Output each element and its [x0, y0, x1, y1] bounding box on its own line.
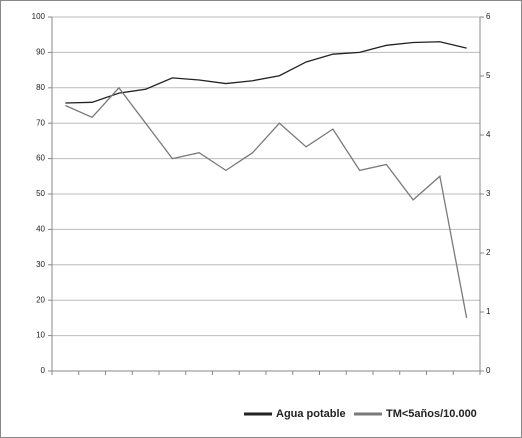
y2-tick-label: 1	[486, 307, 491, 316]
legend-label: Agua potable	[276, 408, 346, 420]
y2-tick-label: 0	[486, 366, 491, 375]
y-tick-label: 30	[36, 260, 45, 269]
y2-tick-label: 3	[486, 189, 491, 198]
y-tick-label: 60	[36, 154, 45, 163]
series-line	[65, 86, 468, 319]
y-tick-label: 80	[36, 83, 45, 92]
y-tick-label: 90	[36, 48, 45, 57]
y2-tick-label: 2	[486, 248, 491, 257]
y-tick-label: 100	[32, 12, 46, 21]
series-line	[65, 41, 467, 104]
y2-tick-label: 4	[486, 130, 491, 139]
y-tick-label: 70	[36, 118, 45, 127]
y2-tick-label: 6	[486, 12, 491, 21]
y2-tick-label: 5	[486, 71, 491, 80]
y-tick-label: 0	[41, 366, 46, 375]
y-tick-label: 50	[36, 189, 45, 198]
y-tick-label: 20	[36, 295, 45, 304]
y-tick-label: 40	[36, 225, 45, 234]
legend-label: TM<5años/10.000	[386, 408, 477, 420]
y-tick-label: 10	[36, 331, 45, 340]
